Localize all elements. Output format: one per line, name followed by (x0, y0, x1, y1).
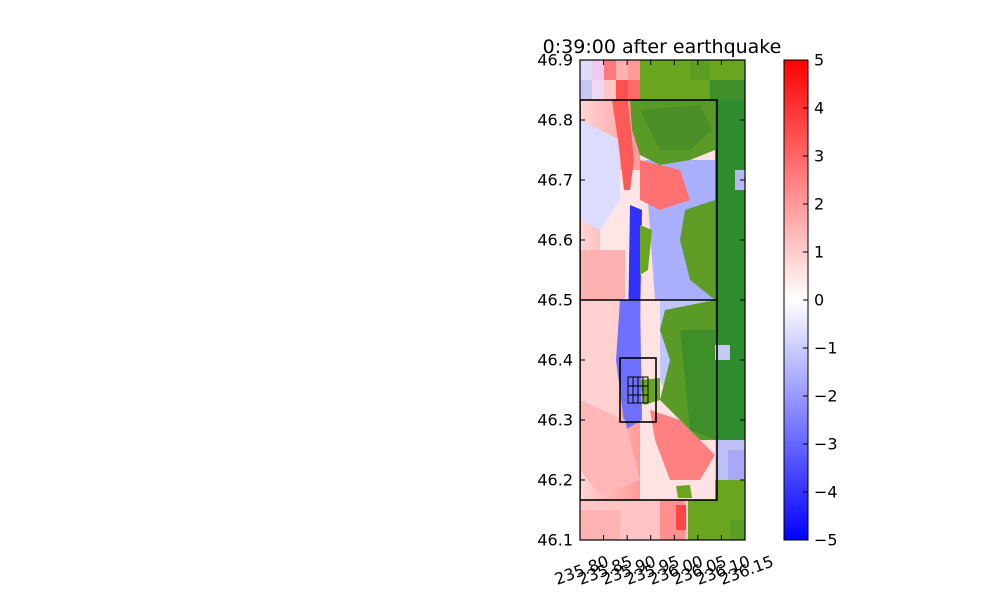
y-tick-label: 46.6 (537, 231, 573, 250)
y-tick-label: 46.8 (537, 111, 573, 130)
colorbar-tick-label: −4 (814, 483, 838, 502)
y-tick-label: 46.3 (537, 411, 573, 430)
coarse-cells-top (580, 60, 745, 100)
y-tick-label: 46.2 (537, 471, 573, 490)
y-tick-label: 46.9 (537, 51, 573, 70)
y-tick-label: 46.4 (537, 351, 573, 370)
coarse-cells-bottom (580, 480, 745, 540)
amr-patches (580, 99, 718, 501)
y-tick-label: 46.5 (537, 291, 573, 310)
plot-area (580, 60, 745, 540)
colorbar-tick-label: −3 (814, 435, 838, 454)
land-masses (630, 100, 715, 498)
chart-title: 0:39:00 after earthquake (543, 36, 782, 58)
colorbar-axis: −5 −4 −3 −2 −1 0 1 2 3 4 5 (803, 51, 838, 550)
colorbar-tick-label: 3 (814, 147, 824, 166)
y-tick-label: 46.1 (537, 531, 573, 550)
y-axis: 46.1 46.2 46.3 46.4 46.5 46.6 46.7 46.8 46.9 (537, 51, 745, 550)
colorbar-tick-label: 1 (814, 243, 824, 262)
colorbar-tick-label: 4 (814, 99, 824, 118)
colorbar-tick-label: −2 (814, 387, 838, 406)
colorbar-tick-label: −1 (814, 339, 838, 358)
coarse-cells-right (715, 100, 745, 480)
y-tick-label: 46.7 (537, 171, 573, 190)
ocean-field-red-north (612, 100, 634, 190)
colorbar-tick-label: 0 (814, 291, 824, 310)
colorbar-tick-label: 5 (814, 51, 824, 70)
colorbar-tick-label: −5 (814, 531, 838, 550)
ocean-field-red-south (650, 410, 715, 480)
colorbar-tick-label: 2 (814, 195, 824, 214)
